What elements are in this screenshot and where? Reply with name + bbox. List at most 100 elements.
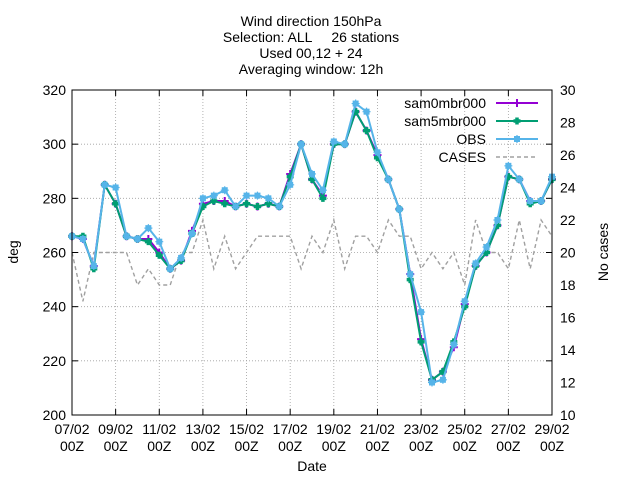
data-point-sam5mbr000	[363, 127, 371, 135]
x-tick-label-time: 00Z	[60, 438, 85, 454]
x-tick-label-date: 19/02	[316, 421, 351, 437]
x-axis-label: Date	[297, 458, 327, 474]
data-point-OBS-cross	[166, 264, 175, 273]
data-point-sam5mbr000	[243, 200, 251, 208]
data-point-OBS-cross	[395, 205, 404, 214]
x-tick-label-time: 00Z	[278, 438, 303, 454]
cases-series	[71, 217, 553, 302]
x-tick-label-date: 21/02	[360, 421, 395, 437]
y2-tick-label: 24	[560, 180, 576, 196]
data-point-OBS-cross	[122, 232, 131, 241]
y2-tick-label: 16	[560, 310, 576, 326]
y2-axis-label: No cases	[595, 223, 611, 281]
data-point-OBS-cross	[417, 308, 426, 317]
x-tick-label-time: 00Z	[322, 438, 347, 454]
data-point-OBS-cross	[482, 243, 491, 252]
x-tick-label-date: 25/02	[447, 421, 482, 437]
data-point-OBS-cross	[493, 216, 502, 224]
y-tick-label: 200	[43, 407, 67, 423]
y2-tick-label: 28	[560, 115, 576, 131]
data-point-OBS-cross	[111, 183, 120, 192]
data-point-OBS-cross	[384, 175, 393, 184]
x-tick-label-date: 11/02	[142, 421, 176, 437]
y-tick-label: 320	[43, 82, 67, 98]
y2-tick-label: 22	[560, 212, 576, 228]
data-point-OBS-cross	[89, 262, 98, 271]
y-axis-ticks: 200 220 240 260 280 300 320	[43, 82, 552, 423]
data-point-OBS-cross	[351, 99, 360, 108]
data-point-OBS-cross	[362, 107, 371, 116]
x-tick-label-time: 00Z	[540, 438, 565, 454]
chart-title-line-2: Selection: ALL 26 stations	[223, 29, 399, 45]
x-tick-label-time: 00Z	[496, 438, 521, 454]
data-point-OBS-cross	[253, 191, 262, 200]
chart-title-line-3: Used 00,12 + 24	[259, 45, 362, 61]
x-tick-label-date: 29/02	[534, 421, 569, 437]
x-tick-label-time: 00Z	[234, 438, 259, 454]
data-point-OBS-cross	[297, 140, 306, 149]
x-tick-label-time: 00Z	[147, 438, 172, 454]
x-tick-label-date: 23/02	[404, 421, 439, 437]
legend-label-sam5mbr000: sam5mbr000	[404, 113, 486, 129]
x-tick-label-date: 15/02	[229, 421, 264, 437]
data-point-OBS-cross	[220, 186, 229, 195]
data-point-OBS-cross	[133, 234, 142, 243]
legend-marker-sam5mbr000	[513, 117, 521, 125]
y2-tick-label: 12	[560, 375, 576, 391]
data-point-sam5mbr000	[112, 200, 120, 208]
data-point-OBS-cross	[188, 229, 196, 238]
data-point-OBS-cross	[515, 175, 524, 184]
data-point-OBS-cross	[537, 197, 546, 206]
data-point-OBS-cross	[231, 202, 240, 211]
y2-tick-label: 18	[560, 277, 576, 293]
x-tick-label-date: 13/02	[185, 421, 220, 437]
data-point-OBS-cross	[308, 169, 316, 178]
chart-title-line-1: Wind direction 150hPa	[241, 13, 382, 29]
series-lines	[68, 99, 556, 387]
data-point-OBS-cross	[318, 186, 327, 195]
data-point-OBS-cross	[449, 340, 458, 349]
y2-tick-label: 10	[560, 407, 576, 423]
data-point-OBS-cross	[78, 234, 87, 243]
chart-title-line-4: Averaging window: 12h	[239, 61, 384, 77]
data-point-sam5mbr000	[144, 238, 152, 246]
legend-marker-sam0mbr000	[513, 99, 521, 107]
y2-axis-ticks: 10 12 14 16 18 20 22 24 26 28 30	[560, 82, 576, 423]
data-point-OBS-cross	[340, 140, 349, 149]
x-tick-label-time: 00Z	[104, 438, 129, 454]
legend-marker-OBS-cross	[513, 135, 521, 143]
x-tick-label-date: 09/02	[98, 421, 133, 437]
data-point-OBS-cross	[460, 297, 469, 306]
y-tick-label: 260	[43, 245, 67, 261]
data-point-sam5mbr000	[221, 200, 229, 208]
data-point-OBS-cross	[471, 259, 480, 268]
legend: sam0mbr000 sam5mbr000 OBS CASES	[404, 95, 538, 165]
y-tick-label: 300	[43, 136, 67, 152]
chart-title: Wind direction 150hPa Selection: ALL 26 …	[223, 13, 399, 77]
x-tick-label-date: 07/02	[54, 421, 89, 437]
legend-label-CASES: CASES	[439, 149, 486, 165]
data-point-OBS-cross	[264, 194, 273, 203]
legend-label-sam0mbr000: sam0mbr000	[404, 95, 486, 111]
data-point-sam5mbr000	[319, 194, 327, 202]
x-tick-label-time: 00Z	[409, 438, 434, 454]
data-point-OBS-cross	[209, 191, 218, 200]
y2-tick-label: 14	[560, 342, 576, 358]
series-line-CASES	[71, 217, 553, 302]
data-point-sam5mbr000	[253, 202, 261, 210]
series-CASES	[71, 217, 553, 302]
x-tick-label-date: 27/02	[491, 421, 526, 437]
data-point-sam5mbr000	[417, 338, 425, 346]
y-tick-label: 280	[43, 190, 67, 206]
data-point-OBS-cross	[526, 197, 535, 206]
data-point-OBS-cross	[329, 137, 338, 146]
data-point-OBS-cross	[373, 148, 382, 157]
data-point-OBS-cross	[144, 224, 153, 233]
x-tick-label-time: 00Z	[365, 438, 390, 454]
y2-tick-label: 26	[560, 147, 576, 163]
data-point-OBS-cross	[155, 237, 164, 246]
data-point-OBS-cross	[198, 194, 207, 203]
data-point-OBS-cross	[428, 378, 436, 387]
data-point-OBS-cross	[286, 180, 295, 189]
x-tick-label-time: 00Z	[191, 438, 216, 454]
